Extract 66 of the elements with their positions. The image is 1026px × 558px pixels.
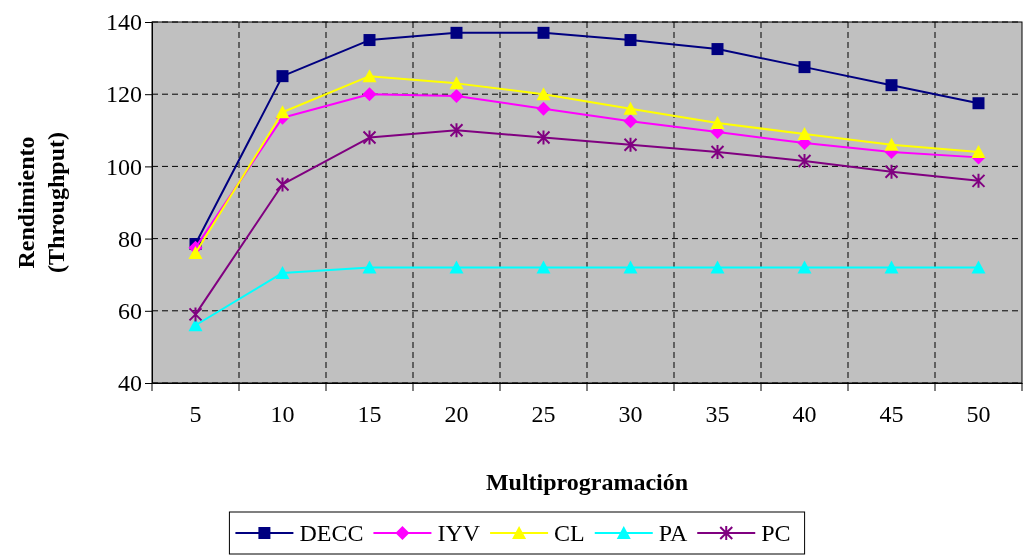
point	[536, 260, 551, 274]
point	[971, 172, 986, 189]
x-axis-title: Multiprogramación	[485, 469, 689, 495]
point	[797, 126, 812, 140]
point	[885, 79, 898, 92]
point	[362, 129, 377, 146]
point	[623, 114, 638, 129]
point	[711, 43, 724, 56]
x-tick-label: 25	[531, 401, 556, 428]
legend-label: PA	[658, 520, 688, 546]
point	[884, 163, 899, 180]
x-tick-label: 15	[357, 401, 382, 428]
legend-label: IYV	[437, 520, 481, 546]
point	[449, 260, 464, 274]
x-tick-label: 10	[270, 401, 295, 428]
x-tick-label: 30	[618, 401, 643, 428]
point	[537, 26, 550, 39]
legend-label: DECC	[299, 520, 364, 546]
x-tick-label: 45	[879, 401, 904, 428]
point	[276, 70, 289, 83]
y-tick-label: 120	[106, 81, 142, 108]
x-tick-label: 5	[189, 401, 202, 428]
point	[536, 87, 551, 101]
point	[449, 122, 464, 139]
x-tick-label: 35	[705, 401, 730, 428]
point	[362, 260, 377, 274]
point	[797, 260, 812, 274]
point	[449, 76, 464, 90]
point	[362, 87, 377, 102]
legend-label: PC	[761, 520, 791, 546]
point	[623, 260, 638, 274]
point	[536, 129, 551, 146]
x-tick-label: 20	[444, 401, 469, 428]
point	[536, 101, 551, 116]
y-tick-label: 60	[118, 297, 142, 324]
y-tick-label: 140	[106, 9, 142, 36]
point	[362, 69, 377, 83]
legend-label: CL	[554, 520, 585, 546]
point	[884, 260, 899, 274]
point	[188, 246, 203, 260]
point	[798, 61, 811, 74]
point	[188, 306, 203, 323]
y-tick-label: 40	[118, 370, 142, 397]
point	[623, 101, 638, 115]
point	[623, 136, 638, 153]
point	[449, 89, 464, 103]
point	[275, 176, 290, 193]
y-axis-title: Rendimiento (Throughput)	[13, 132, 69, 273]
point	[275, 105, 290, 119]
point	[971, 260, 986, 274]
point	[972, 97, 985, 110]
y-tick-label: 100	[106, 153, 142, 180]
point	[710, 116, 725, 130]
point	[710, 260, 725, 274]
point	[797, 152, 812, 169]
point	[624, 34, 637, 47]
y-tick-label: 80	[118, 225, 142, 252]
point	[971, 144, 986, 158]
x-tick-label: 50	[966, 401, 991, 428]
x-tick-label: 40	[792, 401, 817, 428]
point	[363, 34, 376, 47]
point	[450, 26, 463, 39]
point	[710, 143, 725, 160]
point	[275, 265, 290, 279]
point	[884, 137, 899, 151]
point	[188, 318, 203, 332]
